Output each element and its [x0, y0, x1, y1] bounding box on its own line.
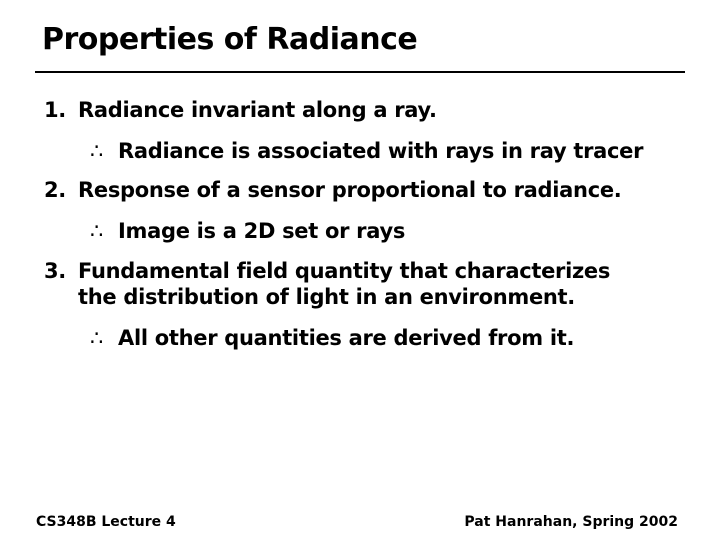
item-text: Response of a sensor proportional to rad… [78, 178, 622, 202]
footer-author: Pat Hanrahan, Spring 2002 [464, 514, 678, 530]
item-text: the distribution of light in an environm… [78, 285, 575, 309]
item-number: 2. [44, 178, 66, 202]
therefore-icon: ∴ [90, 139, 104, 163]
slide-title: Properties of Radiance [42, 22, 418, 57]
item-text: Fundamental field quantity that characte… [78, 259, 611, 283]
therefore-icon: ∴ [90, 326, 104, 350]
item-number: 3. [44, 259, 66, 283]
consequence-text: All other quantities are derived from it… [118, 326, 575, 350]
title-divider [35, 71, 685, 73]
item-number: 1. [44, 98, 66, 122]
footer-course: CS348B Lecture 4 [36, 514, 176, 530]
consequence-text: Image is a 2D set or rays [118, 219, 406, 243]
consequence-text: Radiance is associated with rays in ray … [118, 139, 644, 163]
therefore-icon: ∴ [90, 219, 104, 243]
item-text: Radiance invariant along a ray. [78, 98, 437, 122]
